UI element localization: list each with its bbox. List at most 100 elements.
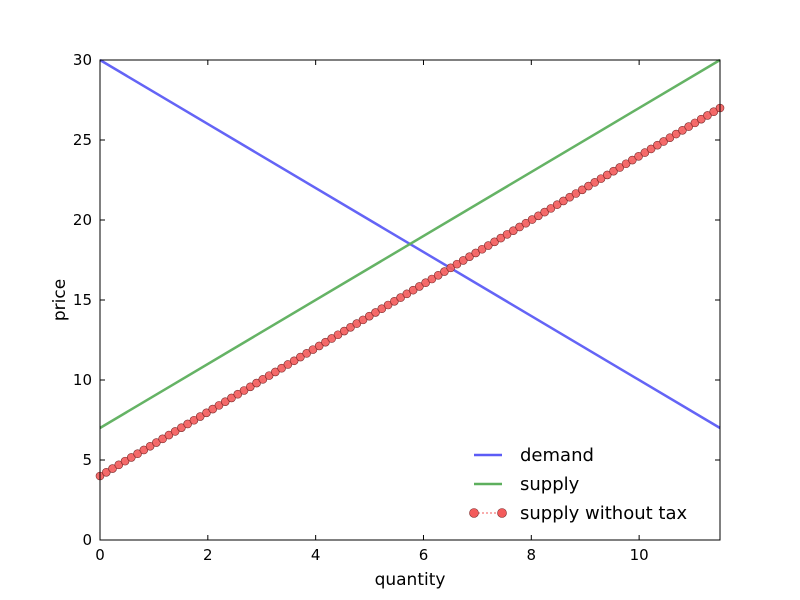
- y-tick-label: 10: [73, 371, 92, 389]
- data-point: [202, 408, 211, 418]
- data-point: [189, 415, 199, 425]
- data-point: [671, 129, 681, 139]
- data-point: [552, 200, 562, 209]
- data-point: [452, 259, 462, 269]
- data-point: [402, 289, 412, 299]
- data-point: [509, 226, 518, 235]
- data-point: [371, 308, 380, 317]
- data-point: [108, 464, 117, 473]
- y-tick-label: 15: [73, 291, 92, 309]
- data-point: [577, 185, 587, 195]
- data-point: [490, 237, 499, 247]
- data-point: [559, 196, 568, 206]
- data-point: [208, 404, 218, 414]
- data-point: [471, 248, 481, 258]
- data-point: [621, 159, 631, 169]
- data-point: [565, 192, 574, 202]
- data-point: [427, 274, 437, 284]
- data-point: [383, 300, 393, 310]
- series-supply-without-tax: [95, 103, 725, 481]
- y-tick-label: 30: [73, 51, 92, 69]
- data-point: [396, 293, 405, 302]
- data-point: [183, 419, 192, 429]
- plot-frame: [99, 59, 721, 541]
- data-point: [408, 285, 418, 295]
- data-point: [158, 434, 167, 444]
- data-point: [333, 330, 343, 340]
- data-point: [233, 389, 243, 399]
- data-point: [540, 207, 549, 217]
- data-point: [477, 244, 487, 254]
- data-point: [690, 118, 700, 128]
- data-point: [665, 133, 675, 143]
- data-point: [252, 378, 261, 388]
- data-point: [609, 166, 618, 176]
- data-point: [653, 140, 662, 150]
- legend-label: demand: [520, 445, 594, 466]
- x-tick-label: 0: [95, 546, 105, 564]
- data-point: [177, 423, 186, 432]
- data-point: [314, 341, 324, 351]
- data-point: [277, 363, 286, 373]
- data-point: [446, 263, 456, 273]
- legend-label: supply without tax: [520, 503, 687, 524]
- data-point: [628, 155, 637, 165]
- data-point: [390, 296, 399, 306]
- x-tick-label: 10: [630, 546, 649, 564]
- data-point: [596, 174, 606, 183]
- data-point: [302, 349, 311, 358]
- legend-label: supply: [520, 474, 580, 495]
- x-tick-label: 6: [419, 546, 429, 564]
- data-point: [346, 323, 355, 332]
- plot-content: [95, 58, 725, 481]
- legend-marker: [469, 508, 479, 518]
- x-tick-label: 4: [311, 546, 321, 564]
- y-tick-label: 25: [73, 131, 92, 149]
- data-point: [220, 397, 230, 406]
- data-point: [120, 456, 130, 466]
- x-axis-label: quantity: [375, 570, 446, 590]
- y-tick-label: 5: [82, 451, 92, 469]
- x-tick-label: 2: [203, 546, 213, 564]
- data-point: [521, 218, 531, 228]
- data-point: [164, 430, 174, 440]
- data-point: [258, 375, 268, 384]
- data-point: [640, 148, 650, 157]
- data-point: [590, 178, 600, 187]
- data-point: [615, 163, 625, 172]
- legend-item: supply without tax: [469, 503, 687, 524]
- data-point: [458, 256, 468, 265]
- data-point: [703, 111, 712, 120]
- data-point: [546, 204, 556, 213]
- data-point: [352, 319, 362, 328]
- y-tick-label: 20: [73, 211, 92, 229]
- data-point: [534, 211, 543, 221]
- x-axis-ticks: 0 2 4 6 8 10: [95, 60, 649, 564]
- data-point: [133, 449, 142, 458]
- data-point: [296, 352, 305, 362]
- data-point: [415, 282, 424, 291]
- series-supply: [99, 58, 721, 430]
- data-point: [127, 453, 136, 462]
- data-point: [465, 252, 474, 261]
- data-point: [114, 460, 124, 470]
- data-point: [684, 122, 693, 131]
- data-point: [227, 393, 236, 403]
- data-point: [145, 441, 155, 451]
- data-point: [321, 337, 330, 347]
- legend-item: supply: [474, 474, 580, 495]
- data-point: [308, 345, 318, 354]
- data-point: [602, 170, 612, 180]
- legend-marker: [497, 508, 507, 518]
- data-point: [289, 356, 299, 366]
- data-point: [246, 382, 255, 392]
- data-point: [170, 427, 180, 436]
- data-point: [139, 445, 149, 455]
- data-point: [527, 215, 537, 224]
- data-point: [327, 334, 337, 343]
- x-tick-label: 8: [527, 546, 537, 564]
- data-point: [421, 278, 430, 288]
- data-point: [584, 181, 593, 191]
- legend: demand supply supply without tax: [469, 445, 687, 524]
- data-point: [364, 311, 374, 321]
